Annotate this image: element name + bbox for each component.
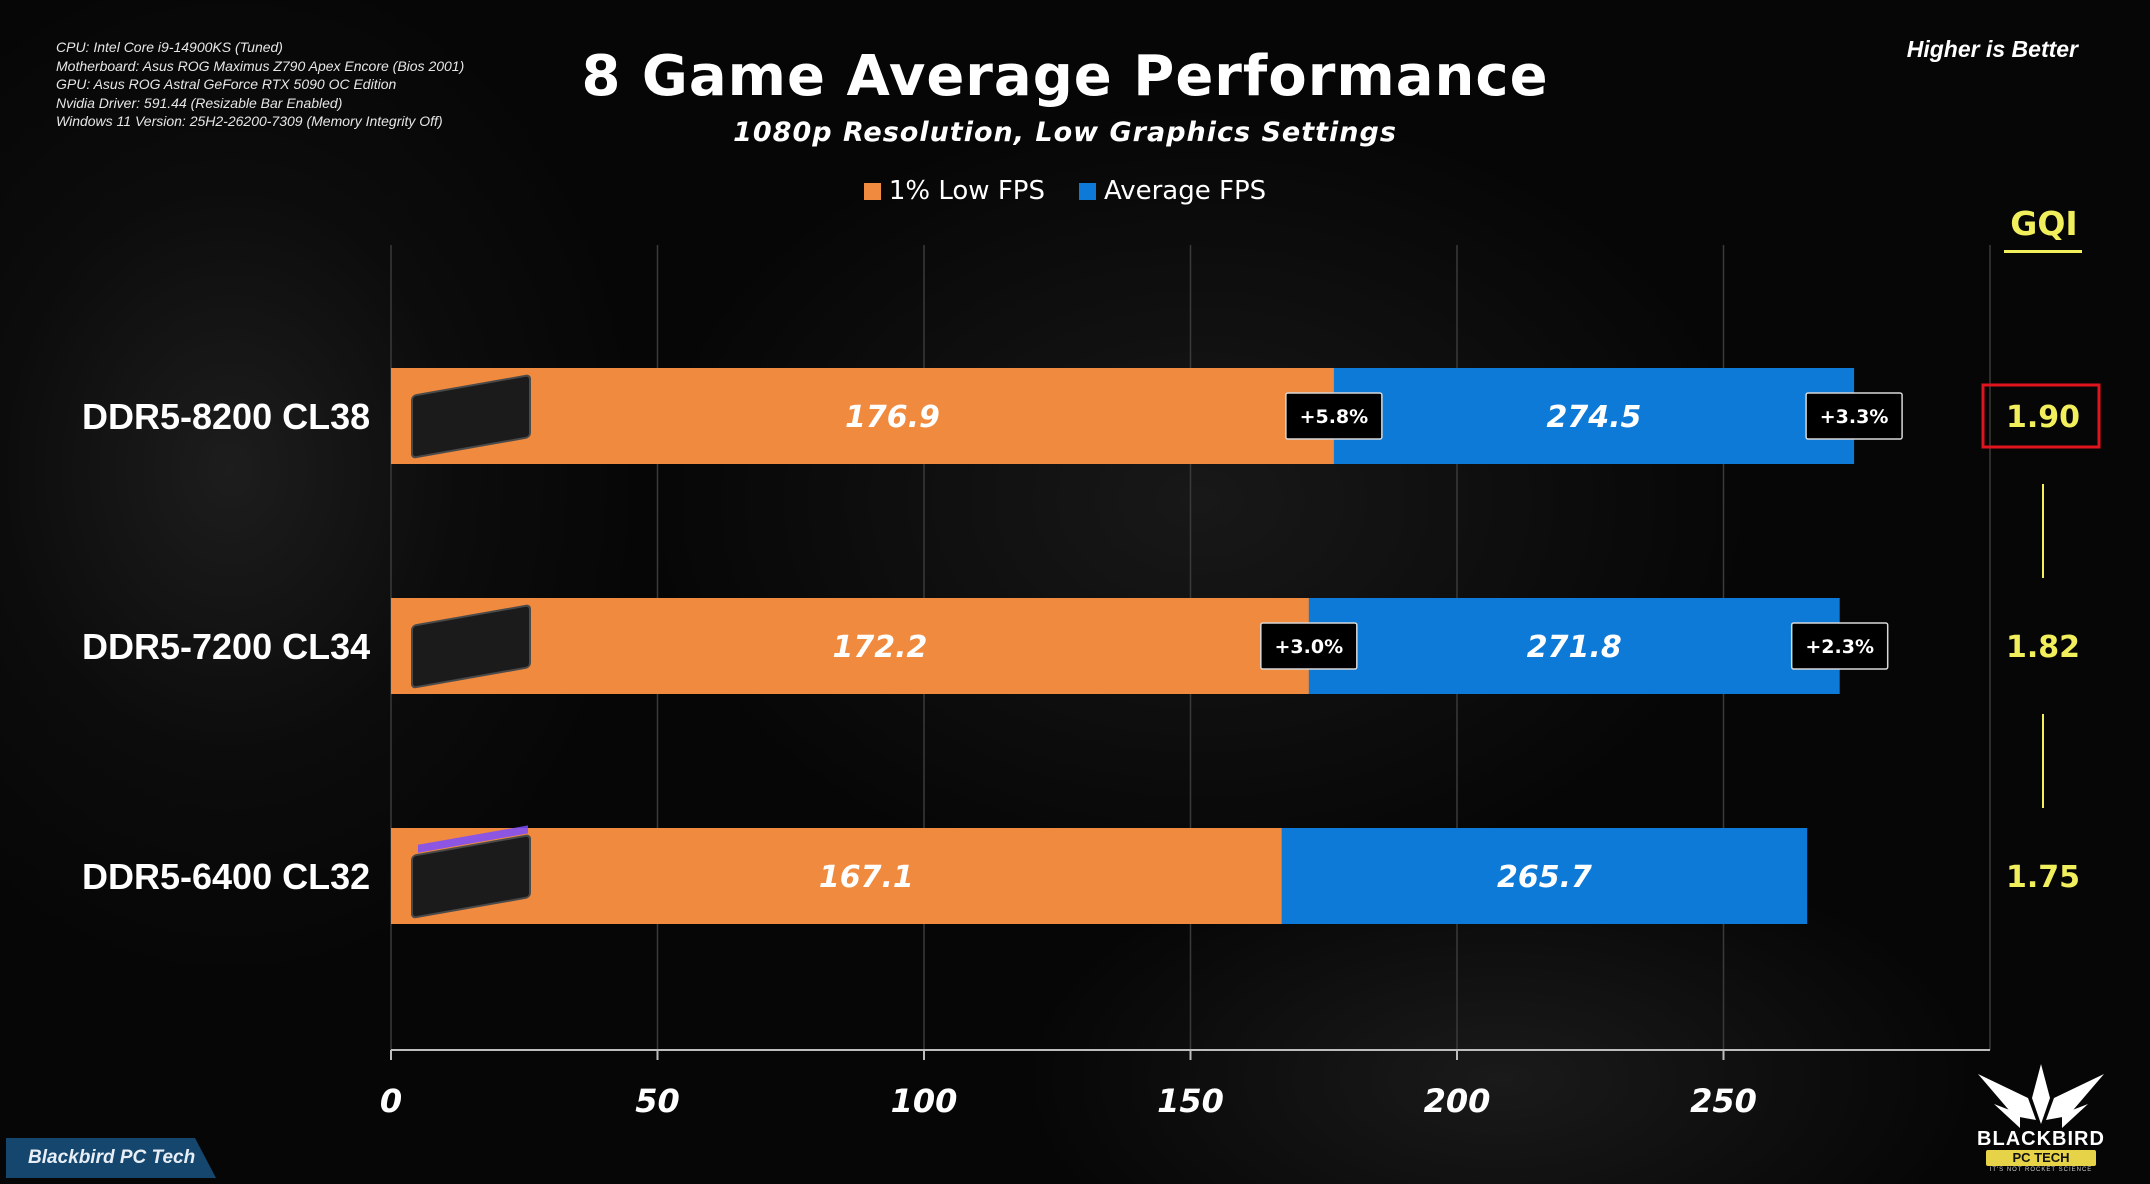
gqi-highlight-box [1981,383,2101,449]
pct-badge-low-1 [1260,622,1358,670]
spec-driver: Nvidia Driver: 591.44 (Resizable Bar Ena… [56,94,343,111]
pct-badge-label-avg-1: +2.3% [1805,636,1874,658]
logo-subtitle: PC TECH [1986,1150,2096,1166]
spec-windows: Windows 11 Version: 25H2-26200-7309 (Mem… [56,113,443,129]
ram-rgb-strip-2 [418,825,528,853]
x-tick-label-250: 250 [1690,1082,1757,1120]
x-tick-label-100: 100 [891,1082,958,1120]
pct-badge-label-low-1: +3.0% [1275,636,1344,658]
chart-title: 8 Game Average Performance [581,44,1549,109]
higher-is-better-note: Higher is Better [1906,36,2078,62]
x-tick-label-50: 50 [635,1082,680,1120]
spec-motherboard: Motherboard: Asus ROG Maximus Z790 Apex … [56,57,465,74]
bar-low-0 [391,368,1334,464]
gqi-value-2: 1.75 [2006,860,2080,895]
gqi-underline [2004,250,2082,253]
category-label-1: DDR5-7200 CL34 [82,626,370,667]
gqi-header: GQI [2010,204,2078,243]
logo-wordmark: BLACKBIRD [1977,1128,2105,1150]
chart-legend: 1% Low FPS Average FPS [0,176,2130,206]
ram-module-image-2 [411,834,531,919]
value-label-low-1: 172.2 [832,630,927,665]
category-label-0: DDR5-8200 CL38 [82,396,370,437]
bar-low-1 [391,598,1309,694]
value-label-avg-0: 274.5 [1547,400,1642,435]
pct-badge-label-avg-0: +3.3% [1820,406,1889,428]
chart-subtitle: 1080p Resolution, Low Graphics Settings [733,117,1397,148]
pct-badge-avg-0 [1805,392,1903,440]
legend-item-avg: Average FPS [1078,176,1267,206]
ram-module-image-0 [411,374,531,459]
spec-cpu: CPU: Intel Core i9-14900KS (Tuned) [56,39,283,55]
blackbird-logo-icon [1978,1064,2104,1128]
legend-label-avg: Average FPS [1103,176,1267,206]
gqi-value-0: 1.90 [2006,400,2080,435]
logo-tagline: IT'S NOT ROCKET SCIENCE [1989,1167,2093,1173]
pct-badge-label-low-0: +5.8% [1300,406,1369,428]
brand-tab-label: Blackbird PC Tech [28,1147,196,1168]
ram-module-image-1 [411,604,531,689]
x-tick-label-200: 200 [1424,1082,1491,1120]
x-tick-label-0: 0 [380,1082,402,1120]
legend-item-low: 1% Low FPS [863,176,1045,206]
spec-gpu: GPU: Asus ROG Astral GeForce RTX 5090 OC… [56,76,397,92]
legend-label-low: 1% Low FPS [888,176,1045,206]
test-system-specs: CPU: Intel Core i9-14900KS (Tuned) Mothe… [56,38,464,131]
value-label-avg-2: 265.7 [1497,860,1592,895]
legend-swatch-low [863,182,881,200]
value-label-low-0: 176.9 [845,400,940,435]
category-label-2: DDR5-6400 CL32 [82,856,370,897]
value-label-avg-1: 271.8 [1527,630,1622,665]
brand-tab: Blackbird PC Tech [6,1138,216,1178]
value-label-low-2: 167.1 [819,860,914,895]
pct-badge-avg-1 [1790,622,1889,670]
bar-low-2 [391,828,1282,924]
legend-swatch-avg [1078,182,1096,200]
pct-badge-low-0 [1285,392,1383,440]
x-tick-label-150: 150 [1157,1082,1224,1120]
gqi-value-1: 1.82 [2006,630,2080,665]
